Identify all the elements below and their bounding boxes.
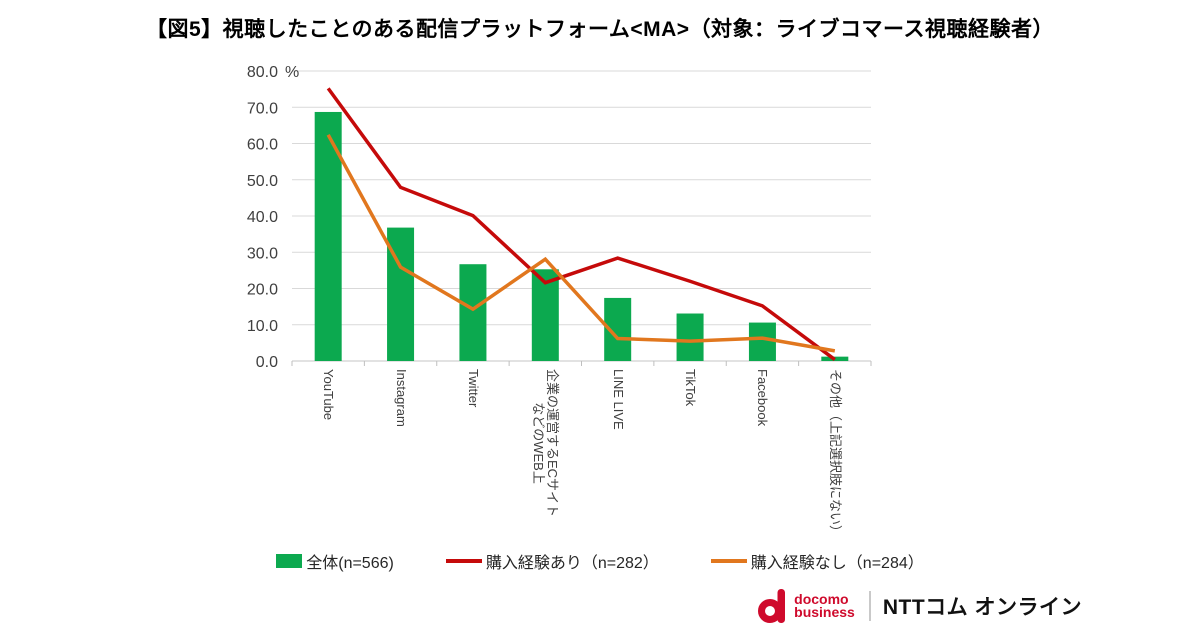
docomo-logo-icon — [758, 589, 786, 623]
legend-label: 全体(n=566) — [306, 555, 394, 572]
legend-item: 購入経験あり（n=282） — [445, 549, 659, 573]
x-axis-label: Facebook — [755, 369, 771, 427]
y-axis-tick-label: 50.0 — [247, 173, 278, 190]
legend-label: 購入経験なし（n=284） — [750, 555, 924, 572]
legend-label: 購入経験あり（n=282） — [485, 555, 659, 572]
legend-item: 購入経験なし（n=284） — [710, 549, 924, 573]
x-axis-label: Instagram — [393, 369, 409, 427]
docomo-word: docomo — [794, 591, 849, 607]
y-axis-tick-label: 40.0 — [247, 209, 278, 226]
x-axis-label: LINE LIVE — [610, 369, 626, 430]
y-axis-tick-label: 80.0 — [247, 64, 278, 81]
y-axis-unit-label: % — [285, 64, 299, 81]
y-axis-tick-label: 70.0 — [247, 100, 278, 117]
figure-title: 【図5】視聴したことのある配信プラットフォーム<MA>（対象：ライブコマース視聴… — [146, 18, 1054, 41]
legend-swatch-line — [710, 559, 747, 563]
bar — [748, 322, 776, 361]
line-series — [326, 87, 836, 361]
y-axis-tick-label: 30.0 — [247, 245, 278, 262]
brand-footer: docomo business NTTコム オンライン — [758, 588, 1082, 624]
bar — [531, 269, 559, 361]
line-series — [326, 133, 836, 353]
legend-swatch-bar — [276, 554, 303, 568]
y-axis-tick-label: 0.0 — [256, 354, 278, 371]
bar-line-chart: 0.0 10.0 20.0 30.0 40.0 50.0 60.0 70.0 80.0% — [247, 64, 872, 371]
chart-legend: 全体(n=566) 購入経験あり（n=282） 購入経験なし（n=284） — [0, 549, 1200, 573]
ntt-com-online-wordmark: NTTコム オンライン — [882, 596, 1082, 619]
y-axis-tick-label: 20.0 — [247, 282, 278, 299]
legend-item: 全体(n=566) — [276, 549, 394, 573]
y-axis-tick-label: 60.0 — [247, 137, 278, 154]
x-axis-label: YouTube — [321, 369, 337, 421]
x-axis-label: TikTok — [683, 369, 699, 407]
legend-swatch-line — [445, 559, 482, 563]
x-axis-label: その他（上記選択肢にない） — [827, 369, 843, 539]
x-axis-label: Twitter — [465, 369, 481, 408]
bar — [459, 264, 487, 361]
x-axis-label: 企業の運営するECサイト などのWEB上 — [531, 369, 561, 518]
bar — [676, 313, 704, 361]
business-word: business — [794, 604, 855, 620]
logo-divider — [868, 591, 871, 621]
docomo-business-wordmark: docomo business — [794, 591, 855, 620]
y-axis-tick-label: 10.0 — [247, 318, 278, 335]
